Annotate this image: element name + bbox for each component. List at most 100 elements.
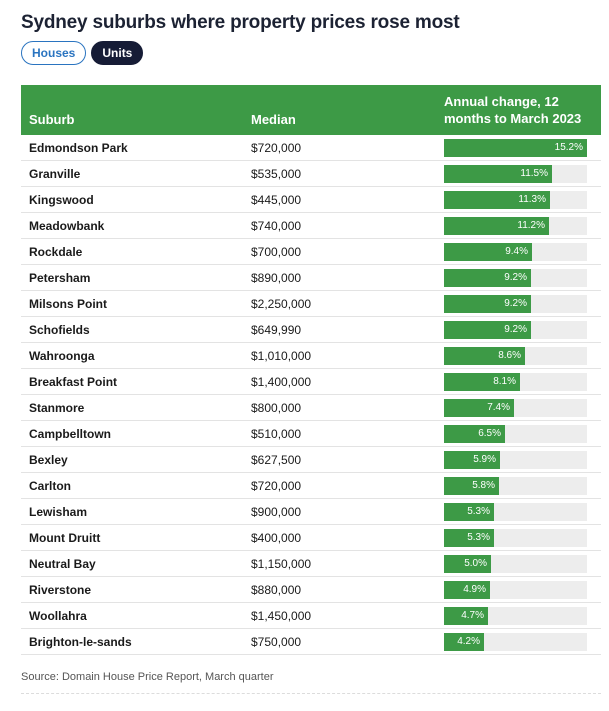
table-row: Campbelltown $510,000 6.5%: [21, 421, 601, 447]
source-note: Source: Domain House Price Report, March…: [21, 671, 274, 683]
median-cell: $1,400,000: [251, 375, 312, 389]
column-header-suburb[interactable]: Suburb: [29, 112, 75, 127]
table-row: Riverstone $880,000 4.9%: [21, 577, 601, 603]
change-bar-label: 11.3%: [518, 194, 546, 205]
change-bar-track: 5.3%: [444, 529, 587, 547]
change-bar-label: 4.7%: [461, 610, 484, 621]
column-header-annual-change[interactable]: Annual change, 12 months to March 2023: [444, 94, 582, 126]
change-bar-track: 9.2%: [444, 295, 587, 313]
suburb-cell: Wahroonga: [29, 349, 95, 363]
table-row: Rockdale $700,000 9.4%: [21, 239, 601, 265]
median-cell: $880,000: [251, 583, 302, 597]
suburb-cell: Stanmore: [29, 401, 85, 415]
change-bar: [444, 451, 500, 469]
table-header: Suburb Median Annual change, 12 months t…: [21, 85, 601, 135]
suburb-cell: Edmondson Park: [29, 141, 128, 155]
table-row: Schofields $649,990 9.2%: [21, 317, 601, 343]
suburb-cell: Bexley: [29, 453, 68, 467]
suburb-cell: Breakfast Point: [29, 375, 118, 389]
column-header-median[interactable]: Median: [251, 112, 296, 127]
change-bar: [444, 503, 494, 521]
change-bar-track: 8.1%: [444, 373, 587, 391]
change-bar: [444, 295, 531, 313]
change-bar-label: 5.3%: [467, 506, 490, 517]
change-bar: [444, 399, 514, 417]
change-bar: [444, 321, 531, 339]
median-cell: $1,010,000: [251, 349, 312, 363]
suburb-cell: Rockdale: [29, 245, 83, 259]
suburb-cell: Mount Druitt: [29, 531, 101, 545]
table-row: Brighton-le-sands $750,000 4.2%: [21, 629, 601, 655]
median-cell: $1,150,000: [251, 557, 312, 571]
change-bar: [444, 347, 525, 365]
property-type-toggle: Houses Units: [21, 41, 144, 65]
table-row: Edmondson Park $720,000 15.2%: [21, 135, 601, 161]
table-row: Stanmore $800,000 7.4%: [21, 395, 601, 421]
change-bar-label: 5.8%: [472, 480, 495, 491]
suburb-cell: Granville: [29, 167, 81, 181]
change-bar: [444, 529, 494, 547]
median-cell: $1,450,000: [251, 609, 312, 623]
change-bar-track: 5.0%: [444, 555, 587, 573]
median-cell: $900,000: [251, 505, 302, 519]
change-bar: [444, 581, 490, 599]
change-bar-label: 11.5%: [520, 168, 548, 179]
change-bar: [444, 191, 550, 209]
houses-toggle-button[interactable]: Houses: [21, 41, 87, 65]
change-bar-track: 4.2%: [444, 633, 587, 651]
suburb-cell: Woollahra: [29, 609, 87, 623]
page-title: Sydney suburbs where property prices ros…: [21, 12, 460, 33]
table-row: Mount Druitt $400,000 5.3%: [21, 525, 601, 551]
change-bar-track: 7.4%: [444, 399, 587, 417]
suburb-cell: Brighton-le-sands: [29, 635, 132, 649]
change-bar-track: 11.3%: [444, 191, 587, 209]
change-bar-label: 4.9%: [463, 584, 486, 595]
suburb-cell: Lewisham: [29, 505, 88, 519]
change-bar-track: 11.2%: [444, 217, 587, 235]
units-toggle-button[interactable]: Units: [91, 41, 144, 65]
suburb-cell: Carlton: [29, 479, 71, 493]
change-bar: [444, 139, 587, 157]
suburb-cell: Milsons Point: [29, 297, 107, 311]
median-cell: $720,000: [251, 141, 302, 155]
change-bar-track: 4.9%: [444, 581, 587, 599]
change-bar: [444, 165, 552, 183]
median-cell: $649,990: [251, 323, 302, 337]
change-bar-label: 9.2%: [504, 272, 527, 283]
median-cell: $700,000: [251, 245, 302, 259]
change-bar-track: 11.5%: [444, 165, 587, 183]
change-bar: [444, 269, 531, 287]
table-row: Meadowbank $740,000 11.2%: [21, 213, 601, 239]
median-cell: $627,500: [251, 453, 302, 467]
change-bar-label: 11.2%: [517, 220, 545, 231]
table-row: Kingswood $445,000 11.3%: [21, 187, 601, 213]
footer-divider: [21, 693, 601, 694]
change-bar: [444, 373, 520, 391]
change-bar-track: 9.2%: [444, 269, 587, 287]
table-row: Woollahra $1,450,000 4.7%: [21, 603, 601, 629]
suburb-cell: Kingswood: [29, 193, 94, 207]
change-bar-label: 5.0%: [464, 558, 487, 569]
change-bar-label: 15.2%: [554, 142, 583, 153]
change-bar-label: 9.2%: [504, 298, 527, 309]
change-bar-label: 6.5%: [478, 428, 501, 439]
table-row: Petersham $890,000 9.2%: [21, 265, 601, 291]
change-bar-label: 9.2%: [504, 324, 527, 335]
change-bar-label: 7.4%: [487, 402, 510, 413]
change-bar: [444, 243, 532, 261]
change-bar-label: 9.4%: [505, 246, 528, 257]
change-bar-track: 5.9%: [444, 451, 587, 469]
suburb-cell: Petersham: [29, 271, 91, 285]
table-body: Edmondson Park $720,000 15.2% Granville $535…: [21, 135, 601, 655]
change-bar: [444, 633, 484, 651]
change-bar-label: 4.2%: [457, 636, 480, 647]
change-bar: [444, 425, 505, 443]
median-cell: $535,000: [251, 167, 302, 181]
table-row: Milsons Point $2,250,000 9.2%: [21, 291, 601, 317]
table-row: Bexley $627,500 5.9%: [21, 447, 601, 473]
change-bar-track: 6.5%: [444, 425, 587, 443]
change-bar-track: 9.4%: [444, 243, 587, 261]
change-bar: [444, 217, 549, 235]
change-bar-track: 5.3%: [444, 503, 587, 521]
change-bar-label: 8.1%: [493, 376, 516, 387]
